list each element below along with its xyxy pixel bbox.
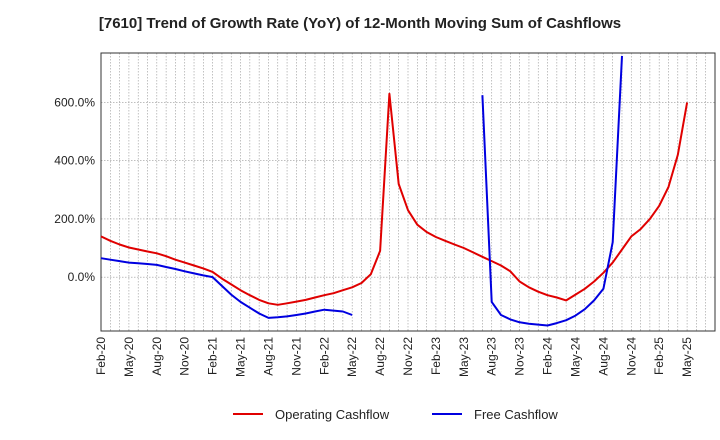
x-tick-label: Nov-24 [624, 337, 638, 376]
x-tick-label: May-25 [680, 337, 694, 377]
x-tick-label: May-20 [122, 337, 136, 377]
x-tick-label: May-23 [457, 337, 471, 377]
y-tick-label: 200.0% [54, 212, 95, 226]
x-tick-label: Aug-24 [596, 337, 610, 376]
x-tick-label: Aug-20 [150, 337, 164, 376]
x-tick-label: Feb-22 [317, 337, 331, 375]
plot-frame [100, 52, 716, 332]
x-tick-label: Nov-23 [513, 337, 527, 376]
legend-label: Operating Cashflow [275, 407, 390, 422]
x-tick-label: Aug-23 [485, 337, 499, 376]
x-tick-label: Feb-24 [541, 337, 555, 375]
x-tick-label: Aug-21 [261, 337, 275, 376]
y-tick-label: 600.0% [54, 95, 95, 109]
x-tick-label: Feb-25 [652, 337, 666, 375]
y-tick-label: 0.0% [68, 270, 96, 284]
x-tick-label: May-21 [234, 337, 248, 377]
chart-title: [7610] Trend of Growth Rate (YoY) of 12-… [98, 15, 622, 32]
x-tick-label: Aug-22 [373, 337, 387, 376]
legend-label: Free Cashflow [474, 407, 558, 422]
x-tick-label: May-22 [345, 337, 359, 377]
x-tick-label: Nov-22 [401, 337, 415, 376]
y-tick-label: 400.0% [54, 154, 95, 168]
x-tick-label: Feb-21 [206, 337, 220, 375]
x-tick-label: Feb-20 [94, 337, 108, 375]
x-tick-label: May-24 [568, 337, 582, 377]
series-line-operating-cashflow [100, 92, 689, 306]
series-line-free-cashflow [100, 55, 623, 327]
x-tick-label: Nov-20 [178, 337, 192, 376]
x-tick-label: Feb-23 [429, 337, 443, 375]
x-tick-label: Nov-21 [289, 337, 303, 376]
